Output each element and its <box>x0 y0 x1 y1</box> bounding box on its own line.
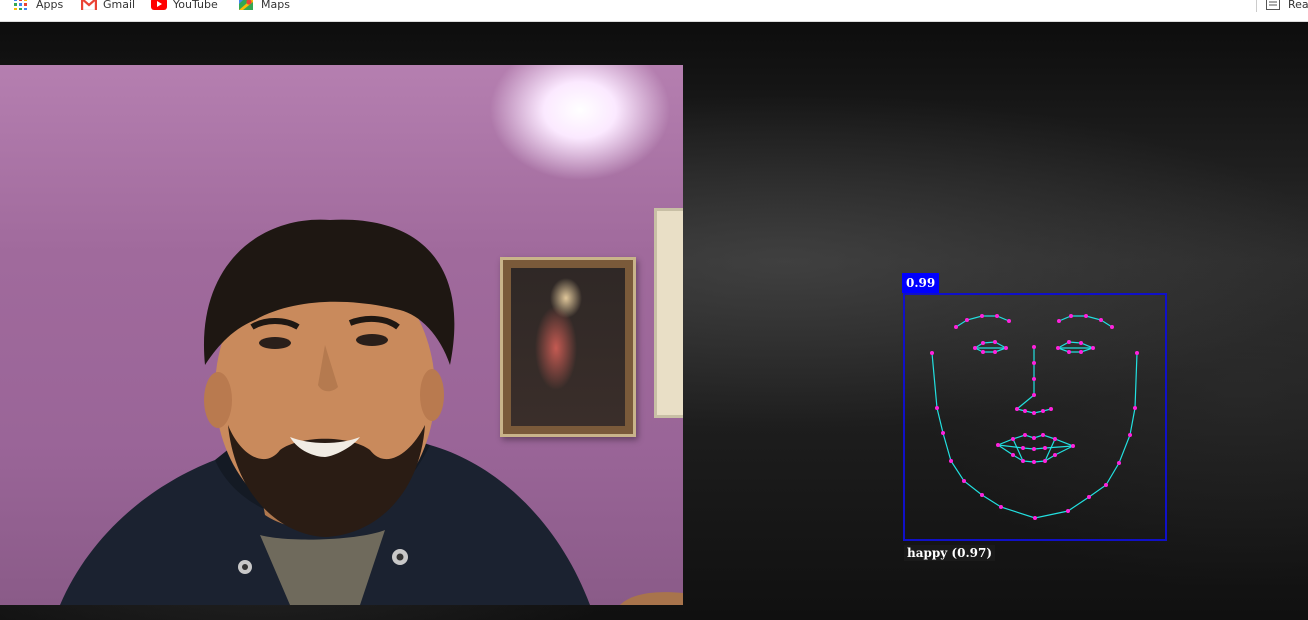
reading-list-icon <box>1266 0 1280 10</box>
apps-grid-icon <box>14 0 28 10</box>
detection-score-label: 0.99 <box>902 273 940 293</box>
bookmark-reading-list-label: Rea <box>1288 0 1308 11</box>
bookmark-maps-label: Maps <box>261 0 290 11</box>
bookmark-apps[interactable]: Apps <box>14 0 63 12</box>
expression-label: happy (0.97) <box>904 545 996 561</box>
gmail-icon <box>80 0 98 11</box>
person-silhouette <box>60 219 683 605</box>
face-bounding-box <box>903 293 1167 541</box>
face-landmarks <box>930 314 1139 520</box>
youtube-icon <box>151 0 167 10</box>
bookmark-separator <box>1256 0 1257 12</box>
bookmark-gmail[interactable]: Gmail <box>80 0 136 12</box>
bookmark-youtube-label: YouTube <box>173 0 218 11</box>
webcam-video <box>0 65 683 605</box>
maps-icon <box>239 0 253 10</box>
wall-frame-edge <box>654 208 683 418</box>
bookmark-maps[interactable]: Maps <box>239 0 290 12</box>
bookmark-apps-label: Apps <box>36 0 64 11</box>
bookmarks-bar: Apps Gmail YouTube <box>0 0 1308 22</box>
bookmark-reading-list[interactable]: Rea <box>1266 0 1308 12</box>
wall-painting <box>500 257 636 437</box>
bookmark-gmail-label: Gmail <box>103 0 136 11</box>
bookmark-youtube[interactable]: YouTube <box>151 0 218 12</box>
